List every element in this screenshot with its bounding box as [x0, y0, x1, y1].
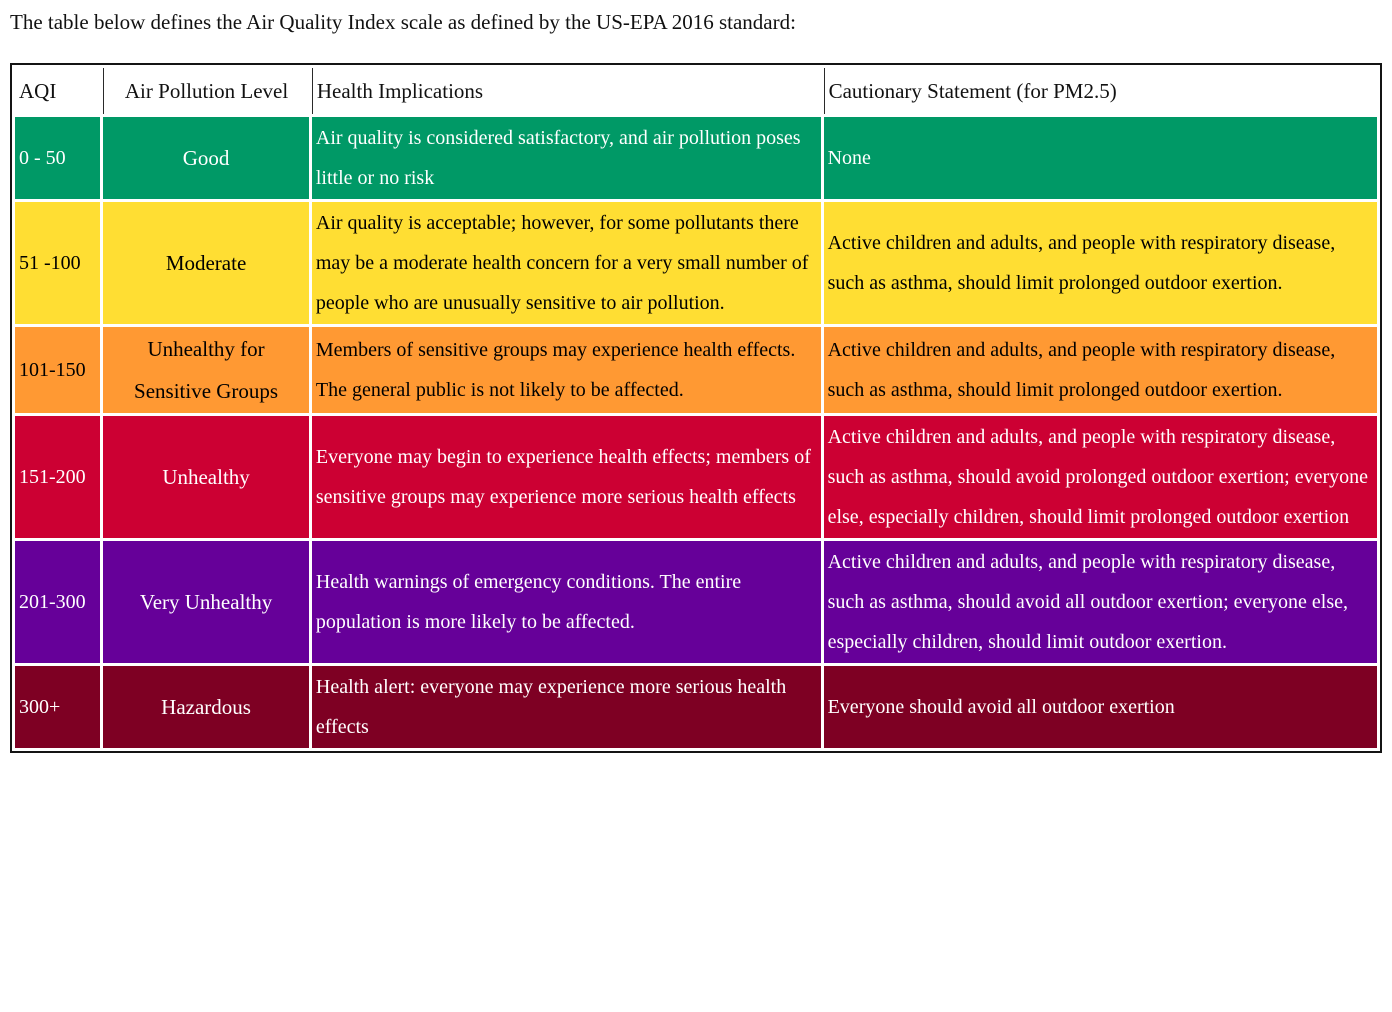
health-implications-cell: Air quality is acceptable; however, for … — [311, 202, 821, 325]
aqi-row-moderate: 51 -100 Moderate Air quality is acceptab… — [15, 202, 1377, 325]
health-implications-cell: Health alert: everyone may experience mo… — [311, 666, 821, 749]
pollution-level-cell: Very Unhealthy — [103, 541, 309, 664]
header-aqi: AQI — [15, 68, 101, 115]
aqi-table: AQI Air Pollution Level Health Implicati… — [10, 63, 1382, 754]
pollution-level-cell: Good — [103, 117, 309, 200]
health-implications-cell: Members of sensitive groups may experien… — [311, 327, 821, 414]
aqi-row-hazardous: 300+ Hazardous Health alert: everyone ma… — [15, 666, 1377, 749]
header-cautionary-statement: Cautionary Statement (for PM2.5) — [823, 68, 1377, 115]
cautionary-statement-cell: None — [823, 117, 1377, 200]
aqi-range-cell: 151-200 — [15, 416, 101, 539]
cautionary-statement-cell: Active children and adults, and people w… — [823, 416, 1377, 539]
header-row: AQI Air Pollution Level Health Implicati… — [15, 68, 1377, 115]
header-health-implications: Health Implications — [311, 68, 821, 115]
aqi-row-good: 0 - 50 Good Air quality is considered sa… — [15, 117, 1377, 200]
pollution-level-cell: Hazardous — [103, 666, 309, 749]
cautionary-statement-cell: Everyone should avoid all outdoor exerti… — [823, 666, 1377, 749]
aqi-range-cell: 300+ — [15, 666, 101, 749]
aqi-row-very-unhealthy: 201-300 Very Unhealthy Health warnings o… — [15, 541, 1377, 664]
aqi-range-cell: 0 - 50 — [15, 117, 101, 200]
header-pollution-level: Air Pollution Level — [103, 68, 309, 115]
aqi-range-cell: 51 -100 — [15, 202, 101, 325]
aqi-range-cell: 101-150 — [15, 327, 101, 414]
health-implications-cell: Everyone may begin to experience health … — [311, 416, 821, 539]
aqi-range-cell: 201-300 — [15, 541, 101, 664]
intro-text: The table below defines the Air Quality … — [10, 10, 796, 34]
page: The table below defines the Air Quality … — [10, 8, 1382, 754]
cautionary-statement-cell: Active children and adults, and people w… — [823, 541, 1377, 664]
cautionary-statement-cell: Active children and adults, and people w… — [823, 327, 1377, 414]
aqi-table-header: AQI Air Pollution Level Health Implicati… — [15, 68, 1377, 115]
health-implications-cell: Health warnings of emergency conditions.… — [311, 541, 821, 664]
health-implications-cell: Air quality is considered satisfactory, … — [311, 117, 821, 200]
pollution-level-cell: Unhealthy for Sensitive Groups — [103, 327, 309, 414]
cautionary-statement-cell: Active children and adults, and people w… — [823, 202, 1377, 325]
aqi-table-body: 0 - 50 Good Air quality is considered sa… — [15, 117, 1377, 749]
aqi-row-unhealthy: 151-200 Unhealthy Everyone may begin to … — [15, 416, 1377, 539]
aqi-row-unhealthy-sensitive: 101-150 Unhealthy for Sensitive Groups M… — [15, 327, 1377, 414]
pollution-level-cell: Unhealthy — [103, 416, 309, 539]
pollution-level-cell: Moderate — [103, 202, 309, 325]
